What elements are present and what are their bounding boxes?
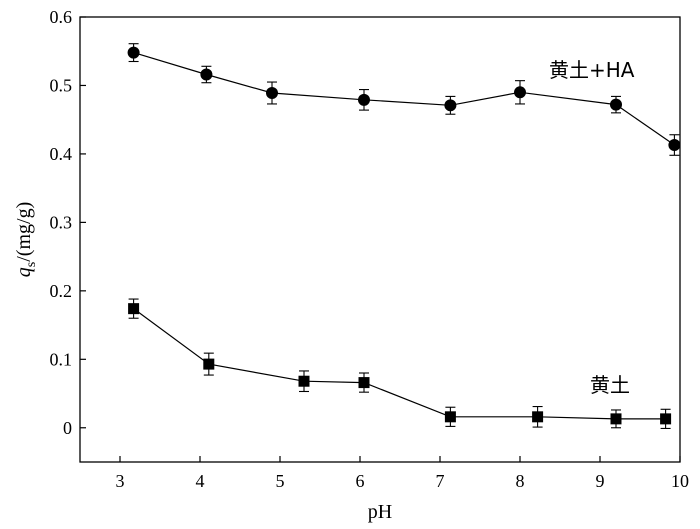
data-point	[200, 68, 213, 81]
data-point	[203, 358, 215, 370]
data-point	[668, 139, 681, 152]
series-label-loess: 黄土	[590, 373, 630, 397]
x-tick-label: 5	[276, 471, 285, 491]
y-tick-label: 0.6	[50, 7, 73, 27]
y-tick-label: 0.5	[50, 75, 73, 95]
data-point	[610, 413, 622, 425]
data-point	[444, 411, 456, 423]
y-tick-label: 0.3	[50, 212, 73, 232]
series-0	[127, 43, 681, 156]
x-axis-title: pH	[368, 501, 392, 523]
data-point	[610, 98, 622, 111]
y-tick-label: 0.4	[50, 144, 73, 164]
plot-frame	[79, 16, 681, 463]
data-point	[358, 93, 370, 106]
y-axis-title: qs/(mg/g)	[13, 202, 39, 277]
data-point	[358, 377, 370, 389]
data-point	[298, 375, 310, 387]
x-tick-label: 8	[516, 471, 525, 491]
series-1	[128, 298, 672, 430]
x-tick-label: 9	[596, 471, 605, 491]
series-label-loess-ha: 黄土+HA	[549, 58, 635, 82]
data-point	[444, 99, 457, 112]
y-axis-title-group: qs/(mg/g)	[13, 202, 39, 277]
x-tick-label: 4	[196, 471, 205, 491]
data-point	[266, 86, 278, 99]
x-tick-label: 3	[116, 471, 125, 491]
data-point	[660, 413, 672, 425]
series-line	[133, 308, 666, 420]
y-tick-label: 0	[63, 418, 72, 438]
series-line	[133, 52, 675, 146]
x-tick-label: 6	[356, 471, 365, 491]
data-point	[127, 46, 140, 59]
data-point	[128, 303, 140, 315]
y-tick-label: 0.1	[50, 349, 73, 369]
x-tick-label: 7	[436, 471, 445, 491]
y-tick-label: 0.2	[50, 281, 73, 301]
x-tick-label: 10	[671, 471, 689, 491]
data-point	[532, 411, 544, 423]
data-point	[514, 86, 526, 99]
